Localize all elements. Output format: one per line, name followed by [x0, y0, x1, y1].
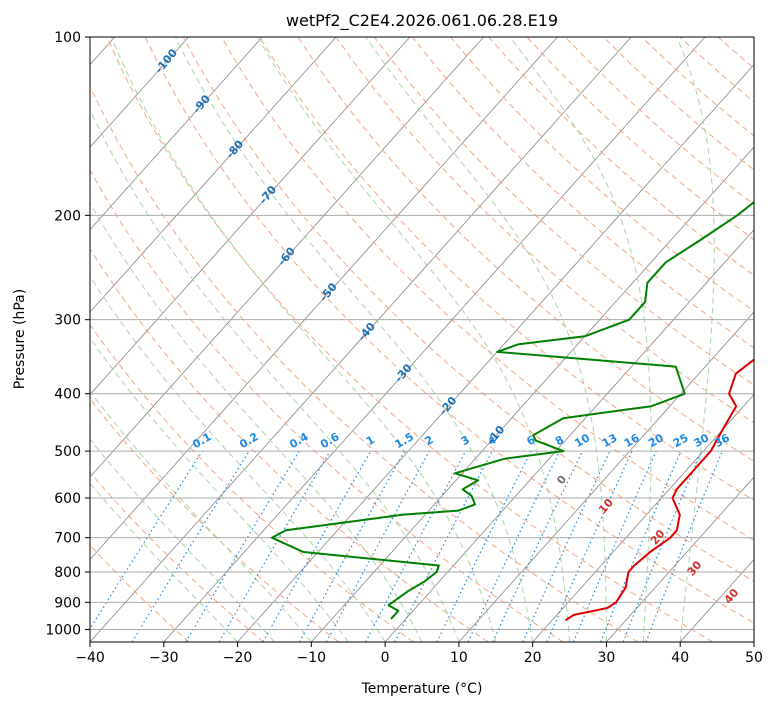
moist-adiabat-line — [90, 482, 238, 642]
mixing-ratio-line — [131, 450, 250, 642]
moist-adiabat-line — [90, 201, 423, 642]
y-tick-label: 400 — [54, 387, 81, 403]
isotherm-line — [163, 37, 706, 642]
x-tick-label: 10 — [450, 650, 468, 666]
y-tick-label: 600 — [54, 491, 81, 507]
moist-adiabat-line — [174, 37, 534, 642]
profiles — [270, 200, 754, 622]
isotherm-line — [90, 37, 337, 313]
chart-title: wetPf2_C2E4.2026.061.06.28.E19 — [286, 11, 558, 31]
dry-adiabat-line — [90, 471, 265, 642]
moist-adiabat-line — [676, 37, 715, 642]
mixing-ratio-line — [645, 450, 723, 642]
y-tick-label: 900 — [54, 595, 81, 611]
y-axis: 100 200 300 400 500 600 700 800 900 1000 — [45, 30, 90, 638]
x-tick-label: 30 — [598, 650, 616, 666]
dry-adiabat-line — [90, 544, 190, 642]
moist-adiabat-line — [110, 37, 497, 642]
isotherm-line — [532, 393, 754, 642]
mixing-ratio-line — [522, 450, 611, 642]
moist-adiabat-line — [90, 275, 386, 642]
moist-adiabat-line — [90, 108, 460, 642]
dry-adiabat-line — [90, 323, 414, 642]
x-tick-label: −20 — [223, 650, 253, 666]
x-tick-label: 0 — [381, 650, 390, 666]
mixing-ratio-line — [218, 450, 331, 642]
moist-adiabat-line — [90, 390, 312, 642]
x-tick-label: −10 — [297, 650, 327, 666]
mixing-ratio-line — [90, 450, 203, 630]
dry-adiabat-line — [373, 37, 754, 386]
isotherm-line — [90, 37, 558, 561]
dry-adiabat-line — [90, 168, 564, 642]
y-axis-title: Pressure (hPa) — [12, 289, 28, 389]
x-tick-label: −40 — [75, 650, 105, 666]
x-axis: −40 −30 −20 −10 0 10 20 30 40 50 — [75, 642, 763, 666]
x-axis-title: Temperature (°C) — [361, 681, 483, 697]
dry-adiabat-line — [756, 37, 775, 642]
y-tick-label: 800 — [54, 565, 81, 581]
moist-adiabat-line — [90, 337, 349, 642]
dry-adiabat-line — [90, 398, 339, 642]
x-tick-label: 40 — [671, 650, 689, 666]
dry-adiabat-line — [90, 85, 639, 642]
dry-adiabat-line — [144, 37, 754, 624]
mixing-ratio-line — [325, 450, 430, 642]
x-tick-label: 20 — [524, 650, 542, 666]
y-tick-label: 500 — [54, 444, 81, 460]
dry-adiabat-line — [412, 37, 754, 349]
isotherm-line — [90, 37, 411, 396]
moist-adiabat-line — [90, 438, 275, 642]
plot-background — [90, 37, 754, 642]
y-tick-label: 1000 — [45, 622, 81, 638]
moist-adiabat-line — [257, 37, 571, 642]
x-tick-label: 50 — [745, 650, 763, 666]
temperature-profile-line — [564, 358, 754, 622]
mixing-ratio-line — [185, 450, 300, 642]
isotherm-line — [90, 37, 484, 478]
background-lines — [90, 37, 775, 642]
dry-adiabat-line — [90, 247, 489, 642]
mixing-ratio-line — [467, 450, 561, 642]
isotherm-line — [753, 641, 754, 642]
y-tick-label: 200 — [54, 208, 81, 224]
y-tick-label: 700 — [54, 531, 81, 547]
isotherm-line — [384, 229, 754, 642]
dry-adiabat-line — [259, 37, 754, 502]
pressure-grid — [90, 37, 754, 630]
y-tick-label: 300 — [54, 313, 81, 329]
isotherm-line — [458, 311, 754, 642]
mixing-ratio-line — [492, 450, 584, 642]
isotherm-line — [310, 146, 754, 642]
moist-adiabat-line — [509, 37, 652, 642]
plot-frame — [89, 36, 755, 643]
dry-adiabat-line — [335, 37, 754, 424]
isotherm-line — [679, 558, 754, 642]
moist-adiabat-line — [365, 37, 607, 642]
dewpoint-profile-line — [270, 200, 754, 620]
x-tick-label: −30 — [149, 650, 179, 666]
mixing-ratio-line — [436, 450, 532, 642]
y-tick-label: 100 — [54, 30, 81, 46]
dry-adiabat-line — [297, 37, 754, 462]
